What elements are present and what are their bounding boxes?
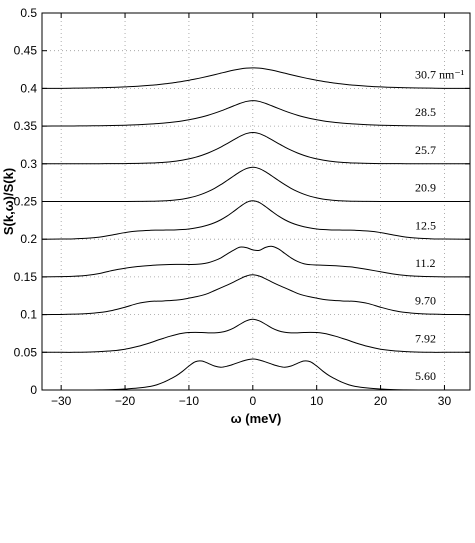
series-line xyxy=(42,318,470,353)
y-tick-label: 0.1 xyxy=(20,308,37,322)
series-line xyxy=(41,67,471,89)
y-tick-label: 0 xyxy=(30,383,37,397)
x-axis-label: ω (meV) xyxy=(231,411,282,426)
tick-labels: −30 −20 −10 0 10 20 30 0 0.05 0.1 0.15 0.2 0.25 0.3 0.… xyxy=(14,6,452,408)
x-tick-label: 30 xyxy=(438,394,452,408)
y-tick-label: 0.2 xyxy=(20,232,37,246)
y-tick-label: 0.5 xyxy=(20,6,37,20)
y-tick-label: 0.15 xyxy=(14,270,38,284)
curve-label: 20.9 xyxy=(415,181,436,195)
x-tick-label: 10 xyxy=(310,394,324,408)
curve-label: 25.7 xyxy=(415,143,436,157)
series-line xyxy=(41,100,471,127)
series-line xyxy=(41,200,471,240)
y-tick-label: 0.45 xyxy=(14,44,38,58)
series-line xyxy=(42,132,470,165)
x-tick-label: −30 xyxy=(51,394,72,408)
y-tick-label: 0.05 xyxy=(14,345,38,359)
series-line xyxy=(41,274,471,316)
x-tick-label: 20 xyxy=(374,394,388,408)
y-tick-label: 0.4 xyxy=(20,81,37,95)
curve-label: 28.5 xyxy=(415,105,436,119)
x-tick-label: 0 xyxy=(249,394,256,408)
y-tick-label: 0.35 xyxy=(14,119,38,133)
series-curves xyxy=(41,67,471,391)
curve-label: 12.5 xyxy=(415,218,436,232)
y-axis-label: S(k,ω)/S(k) xyxy=(1,168,16,235)
x-tick-label: −20 xyxy=(115,394,136,408)
curve-label: 30.7 nm⁻¹ xyxy=(415,67,465,81)
curve-label: 5.60 xyxy=(415,369,436,383)
axis-ticks xyxy=(42,12,470,391)
curve-label: 9.70 xyxy=(415,294,436,308)
series-line xyxy=(42,358,470,391)
curve-labels: 5.60 7.92 9.70 11.2 12.5 20.9 25.7 28.5 30.7 nm⁻… xyxy=(415,67,465,383)
y-tick-label: 0.3 xyxy=(20,157,37,171)
series-line xyxy=(42,166,470,203)
y-tick-label: 0.25 xyxy=(14,195,38,209)
curve-label: 7.92 xyxy=(415,331,436,345)
series-line xyxy=(41,245,471,278)
x-tick-label: −10 xyxy=(179,394,200,408)
curve-label: 11.2 xyxy=(415,256,436,270)
